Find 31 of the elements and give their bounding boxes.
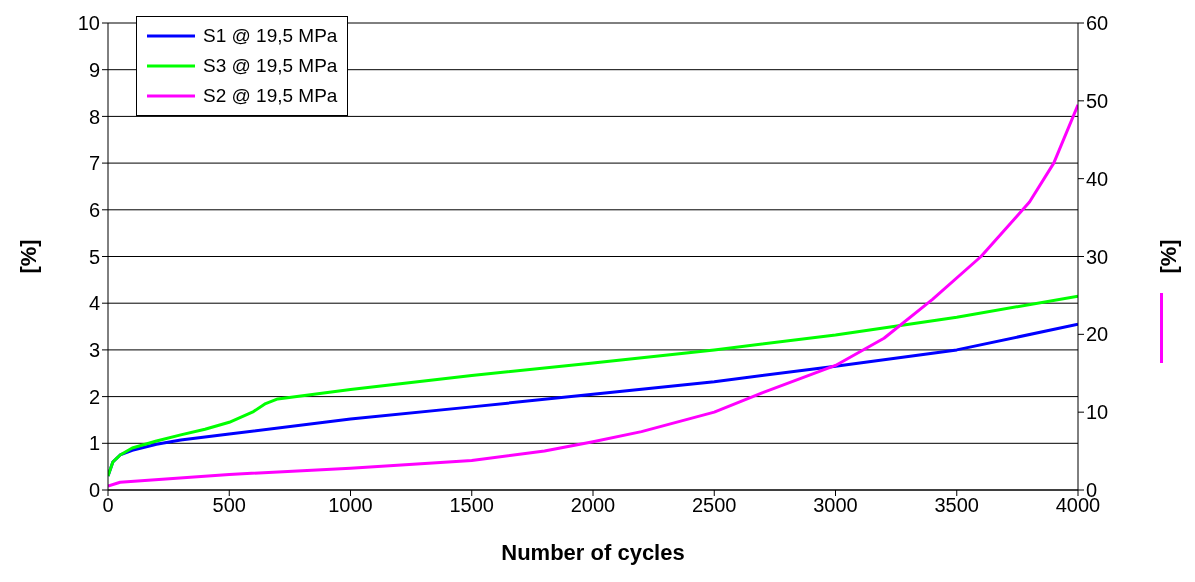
x-tick-label: 3500: [934, 494, 979, 517]
x-tick-label: 1500: [449, 494, 494, 517]
x-tick-label: 500: [212, 494, 246, 517]
legend-label: S1 @ 19,5 MPa: [203, 25, 338, 47]
y-tick-label: 1: [88, 432, 100, 455]
x-tick-label: 1000: [328, 494, 373, 517]
y2-tick-label: 30: [1086, 245, 1109, 268]
y-axis-title: [%]: [15, 239, 41, 274]
x-axis-title: Number of cycles: [501, 540, 685, 565]
y2-tick-label: 20: [1086, 323, 1109, 346]
y-tick-label: 8: [88, 105, 100, 128]
y-tick-label: 6: [88, 198, 100, 221]
x-tick-label: 0: [102, 494, 114, 517]
x-tick-label: 2500: [692, 494, 737, 517]
legend-label: S3 @ 19,5 MPa: [203, 55, 338, 77]
legend-label: S2 @ 19,5 MPa: [203, 85, 338, 107]
y-tick-label: 0: [88, 479, 100, 502]
y-tick-label: 7: [88, 152, 100, 175]
y2-tick-label: 40: [1086, 167, 1109, 190]
y-tick-label: 9: [88, 58, 100, 81]
x-tick-label: 2000: [570, 494, 616, 517]
y2-tick-label: 60: [1086, 12, 1109, 35]
y-tick-label: 4: [88, 292, 100, 315]
y-tick-label: 5: [88, 245, 100, 268]
y2-axis-title: [%]: [1155, 239, 1181, 274]
y-tick-label: 3: [88, 339, 100, 361]
y2-tick-label: 50: [1086, 89, 1109, 112]
x-tick-label: 3000: [813, 494, 858, 517]
y2-tick-label: 10: [1086, 401, 1109, 424]
y-tick-label: 2: [88, 385, 100, 408]
y-tick-label: 10: [77, 12, 100, 35]
